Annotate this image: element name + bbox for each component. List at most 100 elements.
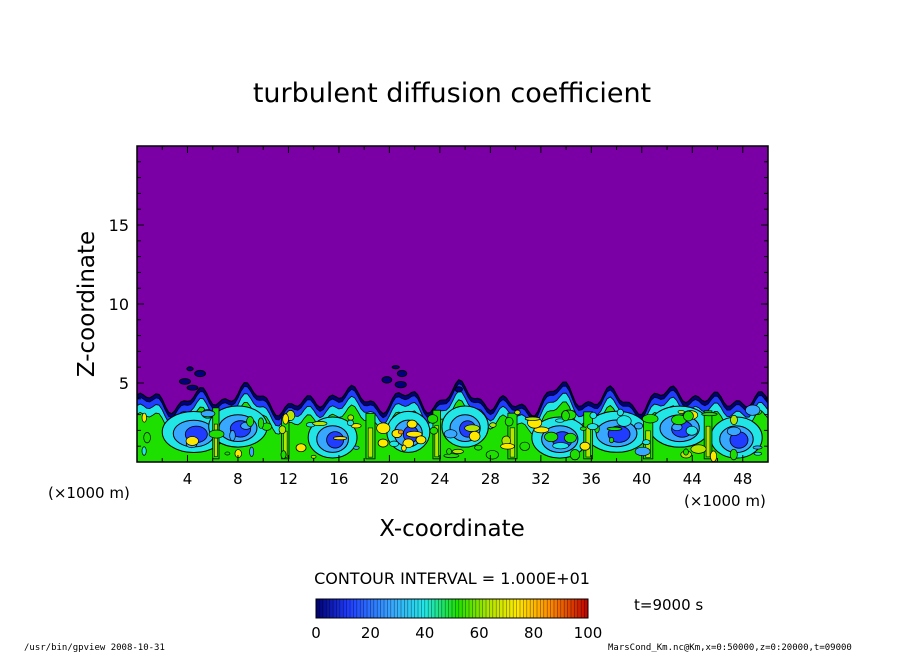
turbulent-blob (552, 442, 569, 450)
turbulent-blob (443, 453, 460, 459)
turbulent-blob (474, 444, 483, 451)
colorbar-label: 20 (361, 624, 380, 642)
eddy (186, 366, 194, 372)
turbulent-blob (753, 451, 763, 456)
turbulent-blob (332, 436, 348, 441)
turbulent-blob (143, 432, 151, 444)
turbulent-blob (427, 414, 439, 424)
turbulent-blob (745, 404, 761, 416)
turbulent-blob (429, 426, 439, 435)
turbulent-blob (224, 451, 231, 456)
colorbar-labels: 0 20 40 60 80 100 (311, 624, 602, 642)
turbulent-blob (446, 448, 452, 455)
x-tick-label: 36 (582, 470, 601, 488)
turbulent-blob (500, 443, 515, 450)
colorbar-label: 80 (524, 624, 543, 642)
eddy (391, 365, 400, 370)
turbulent-blob (690, 444, 707, 454)
turbulent-blob (489, 422, 497, 428)
turbulent-blob (606, 426, 623, 431)
turbulent-blob (401, 444, 407, 452)
y-tick-label: 10 (109, 295, 129, 314)
turbulent-blob (185, 436, 199, 446)
plume-core (434, 425, 439, 458)
turbulent-blob (485, 450, 499, 460)
turbulent-blob (701, 412, 718, 417)
turbulent-blob (677, 409, 685, 414)
turbulent-blob (376, 422, 391, 434)
turbulent-blob (389, 440, 400, 447)
turbulent-blob (246, 416, 254, 427)
turbulent-blob (229, 430, 236, 442)
turbulent-blob (257, 417, 265, 429)
x-unit-right: (×1000 m) (684, 492, 766, 510)
turbulent-blob (405, 430, 423, 438)
turbulent-blob (616, 408, 624, 417)
turbulent-blob (726, 426, 741, 436)
x-unit-left: (×1000 m) (48, 484, 130, 502)
x-axis-label: X-coordinate (379, 516, 525, 542)
axis-ticks (136, 145, 769, 463)
turbulent-blob (642, 414, 659, 424)
turbulent-blob (504, 416, 514, 427)
colorbar-label: 40 (415, 624, 434, 642)
eddy (381, 376, 393, 384)
colorbar: 0 20 40 60 80 100 (311, 598, 602, 642)
turbulent-blob (347, 414, 354, 421)
x-tick-label: 24 (430, 470, 449, 488)
turbulent-blob (752, 445, 763, 450)
turbulent-blob (519, 441, 531, 451)
eddy (394, 380, 407, 389)
turbulent-blob (312, 421, 328, 427)
turbulent-blob (609, 437, 615, 444)
turbulent-blob (451, 448, 464, 455)
colorbar-label: 100 (574, 624, 603, 642)
x-tick-label: 48 (733, 470, 752, 488)
hot-spot (377, 438, 389, 448)
colorbar-contour-lines (319, 599, 585, 618)
x-tick-label: 8 (233, 470, 243, 488)
turbulent-blob (208, 429, 225, 439)
turbulent-blob (564, 432, 577, 444)
turbulent-blob (353, 445, 360, 450)
plume-core (585, 426, 591, 458)
turbulent-blob (464, 424, 480, 432)
y-tick-label: 5 (119, 374, 129, 393)
turbulent-blob (468, 430, 481, 442)
turbulent-blob (729, 448, 738, 461)
x-tick-label: 16 (329, 470, 348, 488)
turbulent-blob (683, 410, 694, 422)
turbulent-blob (569, 449, 581, 461)
turbulent-blob (642, 439, 651, 446)
colorbar-label: 60 (470, 624, 489, 642)
plume-core (213, 423, 218, 457)
turbulent-blob (586, 423, 599, 431)
x-tick-labels: 4 8 12 16 20 24 28 32 36 40 44 48 (183, 470, 753, 488)
turbulent-blob (561, 410, 570, 422)
turbulent-blob (730, 414, 738, 425)
y-axis-label: Z-coordinate (74, 231, 100, 377)
turbulent-blob (200, 410, 216, 418)
turbulent-blob (579, 426, 587, 431)
turbulent-blob (544, 431, 559, 443)
x-tick-label: 32 (531, 470, 550, 488)
hot-spot (415, 435, 427, 445)
turbulent-blob (514, 409, 521, 416)
turbulent-blob (280, 450, 287, 460)
hot-spot (406, 419, 418, 429)
colorbar-frame (315, 598, 589, 619)
time-label: t=9000 s (634, 596, 703, 614)
contour-interval: CONTOUR INTERVAL = 1.000E+01 (314, 569, 590, 588)
turbulent-blob (346, 419, 355, 426)
plume-core (705, 425, 711, 458)
turbulent-blob (634, 446, 651, 457)
x-tick-label: 4 (183, 470, 193, 488)
colorbar-label: 0 (311, 624, 321, 642)
turbulent-blob (310, 454, 317, 459)
turbulent-blob (524, 416, 541, 421)
turbulent-blob (616, 415, 632, 427)
turbulent-field (137, 365, 768, 462)
turbulent-blob (533, 426, 550, 434)
x-tick-label: 12 (279, 470, 298, 488)
